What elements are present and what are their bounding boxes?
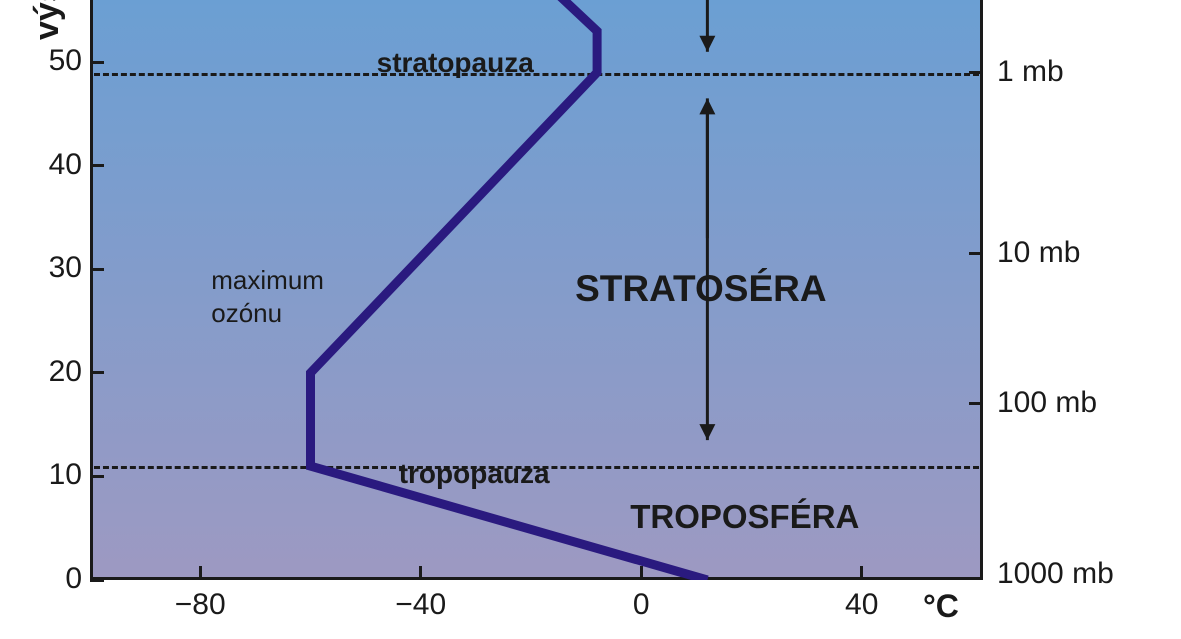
max-ozone-note: maximum ozónu <box>211 264 324 329</box>
tropopauza-label: tropopauza <box>399 458 550 490</box>
y-right-tick-mark <box>969 402 983 405</box>
x-tick-label: −80 <box>170 588 230 622</box>
y-right-tick-label: 1 mb <box>997 55 1064 89</box>
y-left-tick-mark <box>90 268 104 271</box>
x-tick-mark <box>199 566 202 580</box>
y-left-tick-mark <box>90 371 104 374</box>
x-tick-label: −40 <box>391 588 451 622</box>
y-left-tick-label: 30 <box>49 251 82 285</box>
y-left-tick-label: 40 <box>49 148 82 182</box>
y-left-tick-label: 0 <box>65 562 82 596</box>
x-tick-label: 40 <box>832 588 892 622</box>
stratopauza-line <box>94 73 979 76</box>
y-left-tick-mark <box>90 61 104 64</box>
x-axis-unit: °C <box>923 588 959 625</box>
stratosfera-label: STRATOSÉRA <box>575 268 826 310</box>
y-right-tick-label: 1000 mb <box>997 557 1114 591</box>
x-tick-mark <box>419 566 422 580</box>
y-left-tick-label: 20 <box>49 355 82 389</box>
y-right-tick-mark <box>969 252 983 255</box>
y-right-tick-label: 100 mb <box>997 386 1097 420</box>
y-right-tick-label: 10 mb <box>997 236 1080 270</box>
y-left-tick-mark <box>90 579 104 582</box>
y-left-tick-mark <box>90 475 104 478</box>
y-left-tick-label: 10 <box>49 458 82 492</box>
y-left-tick-mark <box>90 164 104 167</box>
stratopauza-label: stratopauza <box>377 47 534 79</box>
y-left-tick-label: 50 <box>49 44 82 78</box>
x-tick-label: 0 <box>611 588 671 622</box>
x-tick-mark <box>860 566 863 580</box>
troposfera-label: TROPOSFÉRA <box>630 498 859 536</box>
y-axis-label: výš <box>28 0 67 40</box>
x-tick-mark <box>640 566 643 580</box>
